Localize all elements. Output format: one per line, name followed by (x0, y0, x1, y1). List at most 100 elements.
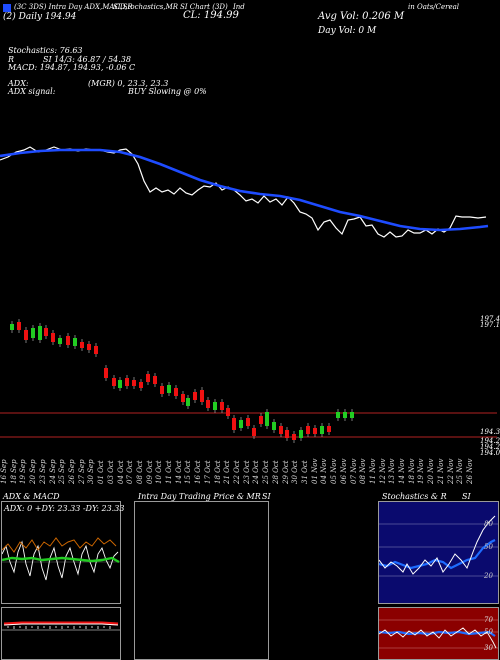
candle (73, 338, 77, 346)
date-label: 16 Sep (0, 459, 8, 484)
date-label: 05 Nov (330, 458, 339, 484)
date-label: 23 Sep (38, 459, 47, 484)
adx-label: ADX: (8, 79, 29, 88)
candle (292, 434, 296, 440)
legend-swatch (3, 4, 11, 12)
date-label: 01 Oct (97, 460, 106, 484)
si-readout: SI 14/3: 46.87 / 54.38 (43, 55, 131, 64)
date-label: 01 Nov (310, 458, 319, 484)
stoch-level-20: 20 (484, 572, 493, 580)
date-label: 12 Nov (378, 458, 387, 484)
candle (220, 402, 224, 410)
candle (320, 426, 324, 434)
rsi-chart (379, 619, 498, 649)
avg-volume: Avg Vol: 0.206 M (318, 11, 405, 22)
header-daily: (2) Daily 194.94 (3, 12, 77, 22)
date-label: 15 Oct (184, 460, 193, 484)
candle (193, 392, 197, 400)
date-label: 03 Oct (106, 460, 115, 484)
price-label-low2: 194.24 (480, 437, 500, 445)
main-price-chart (0, 146, 497, 443)
day-volume: Day Vol: 0 M (318, 26, 377, 36)
date-label: 25 Oct (262, 460, 271, 484)
candle (343, 412, 347, 418)
candle (125, 378, 129, 386)
candle (299, 430, 303, 438)
date-label: 19 Sep (19, 459, 28, 484)
date-label: 11 Nov (368, 458, 377, 484)
candle (44, 328, 48, 336)
candle (160, 386, 164, 394)
candle (10, 324, 14, 330)
date-label: 31 Oct (300, 460, 309, 484)
header-line1b: SI,Stochastics,MR (113, 3, 179, 11)
candle (252, 428, 256, 436)
candle (259, 416, 263, 424)
candle (87, 344, 91, 350)
date-label: 17 Oct (203, 460, 212, 484)
date-label: 08 Oct (135, 460, 144, 484)
candle (80, 342, 84, 348)
date-label: 11 Oct (165, 460, 174, 484)
candle (246, 418, 250, 426)
stochastics-readout: Stochastics: 76.63 (8, 46, 83, 55)
date-label: 30 Sep (87, 459, 96, 484)
candle (51, 333, 55, 342)
date-label: 08 Nov (359, 458, 368, 484)
date-label: 22 Nov (446, 458, 455, 484)
candle (206, 400, 210, 408)
macd-chart (2, 621, 120, 631)
date-label: 29 Oct (281, 460, 290, 484)
candle (265, 412, 269, 426)
stochastics-panel-title: Stochastics & R (382, 492, 447, 501)
candle (17, 322, 21, 330)
candle (146, 374, 150, 382)
date-label: 26 Sep (67, 459, 76, 484)
r-label: R (8, 55, 15, 64)
candle (38, 326, 42, 340)
mgr-readout: (MGR) 0, 23.3, 23.3 (88, 79, 169, 88)
adx-panel: ADX: 0 +DY: 23.33 -DY: 23.33 (1, 501, 125, 604)
moving-average-line (0, 148, 489, 232)
candle (167, 385, 171, 393)
intraday-panel (134, 501, 269, 660)
candle (200, 390, 204, 402)
stochastics-panel: 80 50 20 (378, 501, 499, 604)
adx-readout: ADX: 0 +DY: 23.33 -DY: 23.33 (4, 504, 125, 513)
price-label-low4: 194.04 (480, 449, 500, 457)
date-label: 04 Nov (320, 458, 329, 484)
date-label: 14 Nov (398, 458, 407, 484)
header-line1d: Ind (233, 3, 245, 11)
date-label: 24 Oct (252, 460, 261, 484)
date-label: 19 Nov (417, 458, 426, 484)
candle (279, 426, 283, 434)
candle (226, 408, 230, 416)
candle (336, 412, 340, 418)
date-label: 21 Oct (223, 460, 232, 484)
date-label: 16 Oct (194, 460, 203, 484)
adx-signal-label: ADX signal: (8, 87, 56, 96)
date-label: 20 Sep (29, 459, 38, 484)
rsi-panel: 70 50 30 (378, 607, 499, 660)
date-label: 26 Nov (466, 458, 474, 484)
candle (186, 398, 190, 406)
price-label-high2: 197.18 (480, 321, 500, 329)
header-line1c: SI Chart (3D) (180, 3, 228, 11)
rsi-level-30: 30 (484, 644, 493, 652)
date-label: 09 Oct (145, 460, 154, 484)
candle (24, 330, 28, 340)
candle (112, 378, 116, 386)
intraday-panel-title: Intra Day Trading Price & MR (138, 492, 261, 501)
candle (132, 380, 136, 386)
stochastics-panel-si: SI (462, 492, 471, 501)
stochastics-chart (379, 515, 498, 577)
candle (313, 428, 317, 434)
date-label: 10 Oct (155, 460, 164, 484)
stoch-level-50: 50 (484, 543, 493, 551)
candle (350, 412, 354, 418)
close-price: CL: 194.99 (183, 10, 239, 21)
date-label: 21 Nov (436, 458, 445, 484)
date-label: 07 Nov (349, 458, 358, 484)
candles-group (10, 319, 354, 443)
candle (58, 338, 62, 344)
